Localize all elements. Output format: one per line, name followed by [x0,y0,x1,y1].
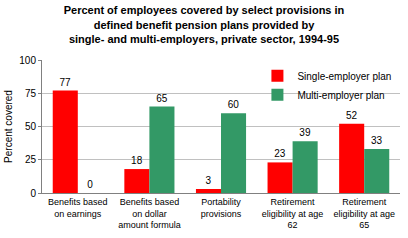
svg-text:25: 25 [25,154,37,165]
svg-text:39: 39 [299,127,311,138]
svg-text:Benefits basedon dollaramount: Benefits basedon dollaramount formula [118,197,181,230]
svg-text:100: 100 [19,55,36,66]
svg-text:Percent covered: Percent covered [3,90,14,163]
svg-text:18: 18 [131,155,143,166]
svg-text:0: 0 [30,188,36,199]
svg-text:Benefits basedon earnings: Benefits basedon earnings [48,197,108,219]
svg-text:0: 0 [87,179,93,190]
svg-text:75: 75 [25,88,37,99]
svg-text:Multi-employer plan: Multi-employer plan [297,90,384,101]
svg-text:60: 60 [228,99,240,110]
svg-text:77: 77 [59,77,71,88]
svg-text:Portabilityprovisions: Portabilityprovisions [201,197,242,219]
svg-text:Percent of employees covered b: Percent of employees covered by select p… [64,4,345,45]
svg-text:Retirementeligibility at age62: Retirementeligibility at age62 [262,197,324,230]
svg-text:3: 3 [205,175,211,186]
svg-text:52: 52 [346,110,358,121]
svg-text:50: 50 [25,121,37,132]
svg-text:65: 65 [156,93,168,104]
svg-text:Retirementeligibility at age65: Retirementeligibility at age65 [333,197,395,230]
svg-text:23: 23 [274,148,286,159]
svg-text:Single-employer plan: Single-employer plan [297,71,391,82]
svg-text:33: 33 [371,135,383,146]
